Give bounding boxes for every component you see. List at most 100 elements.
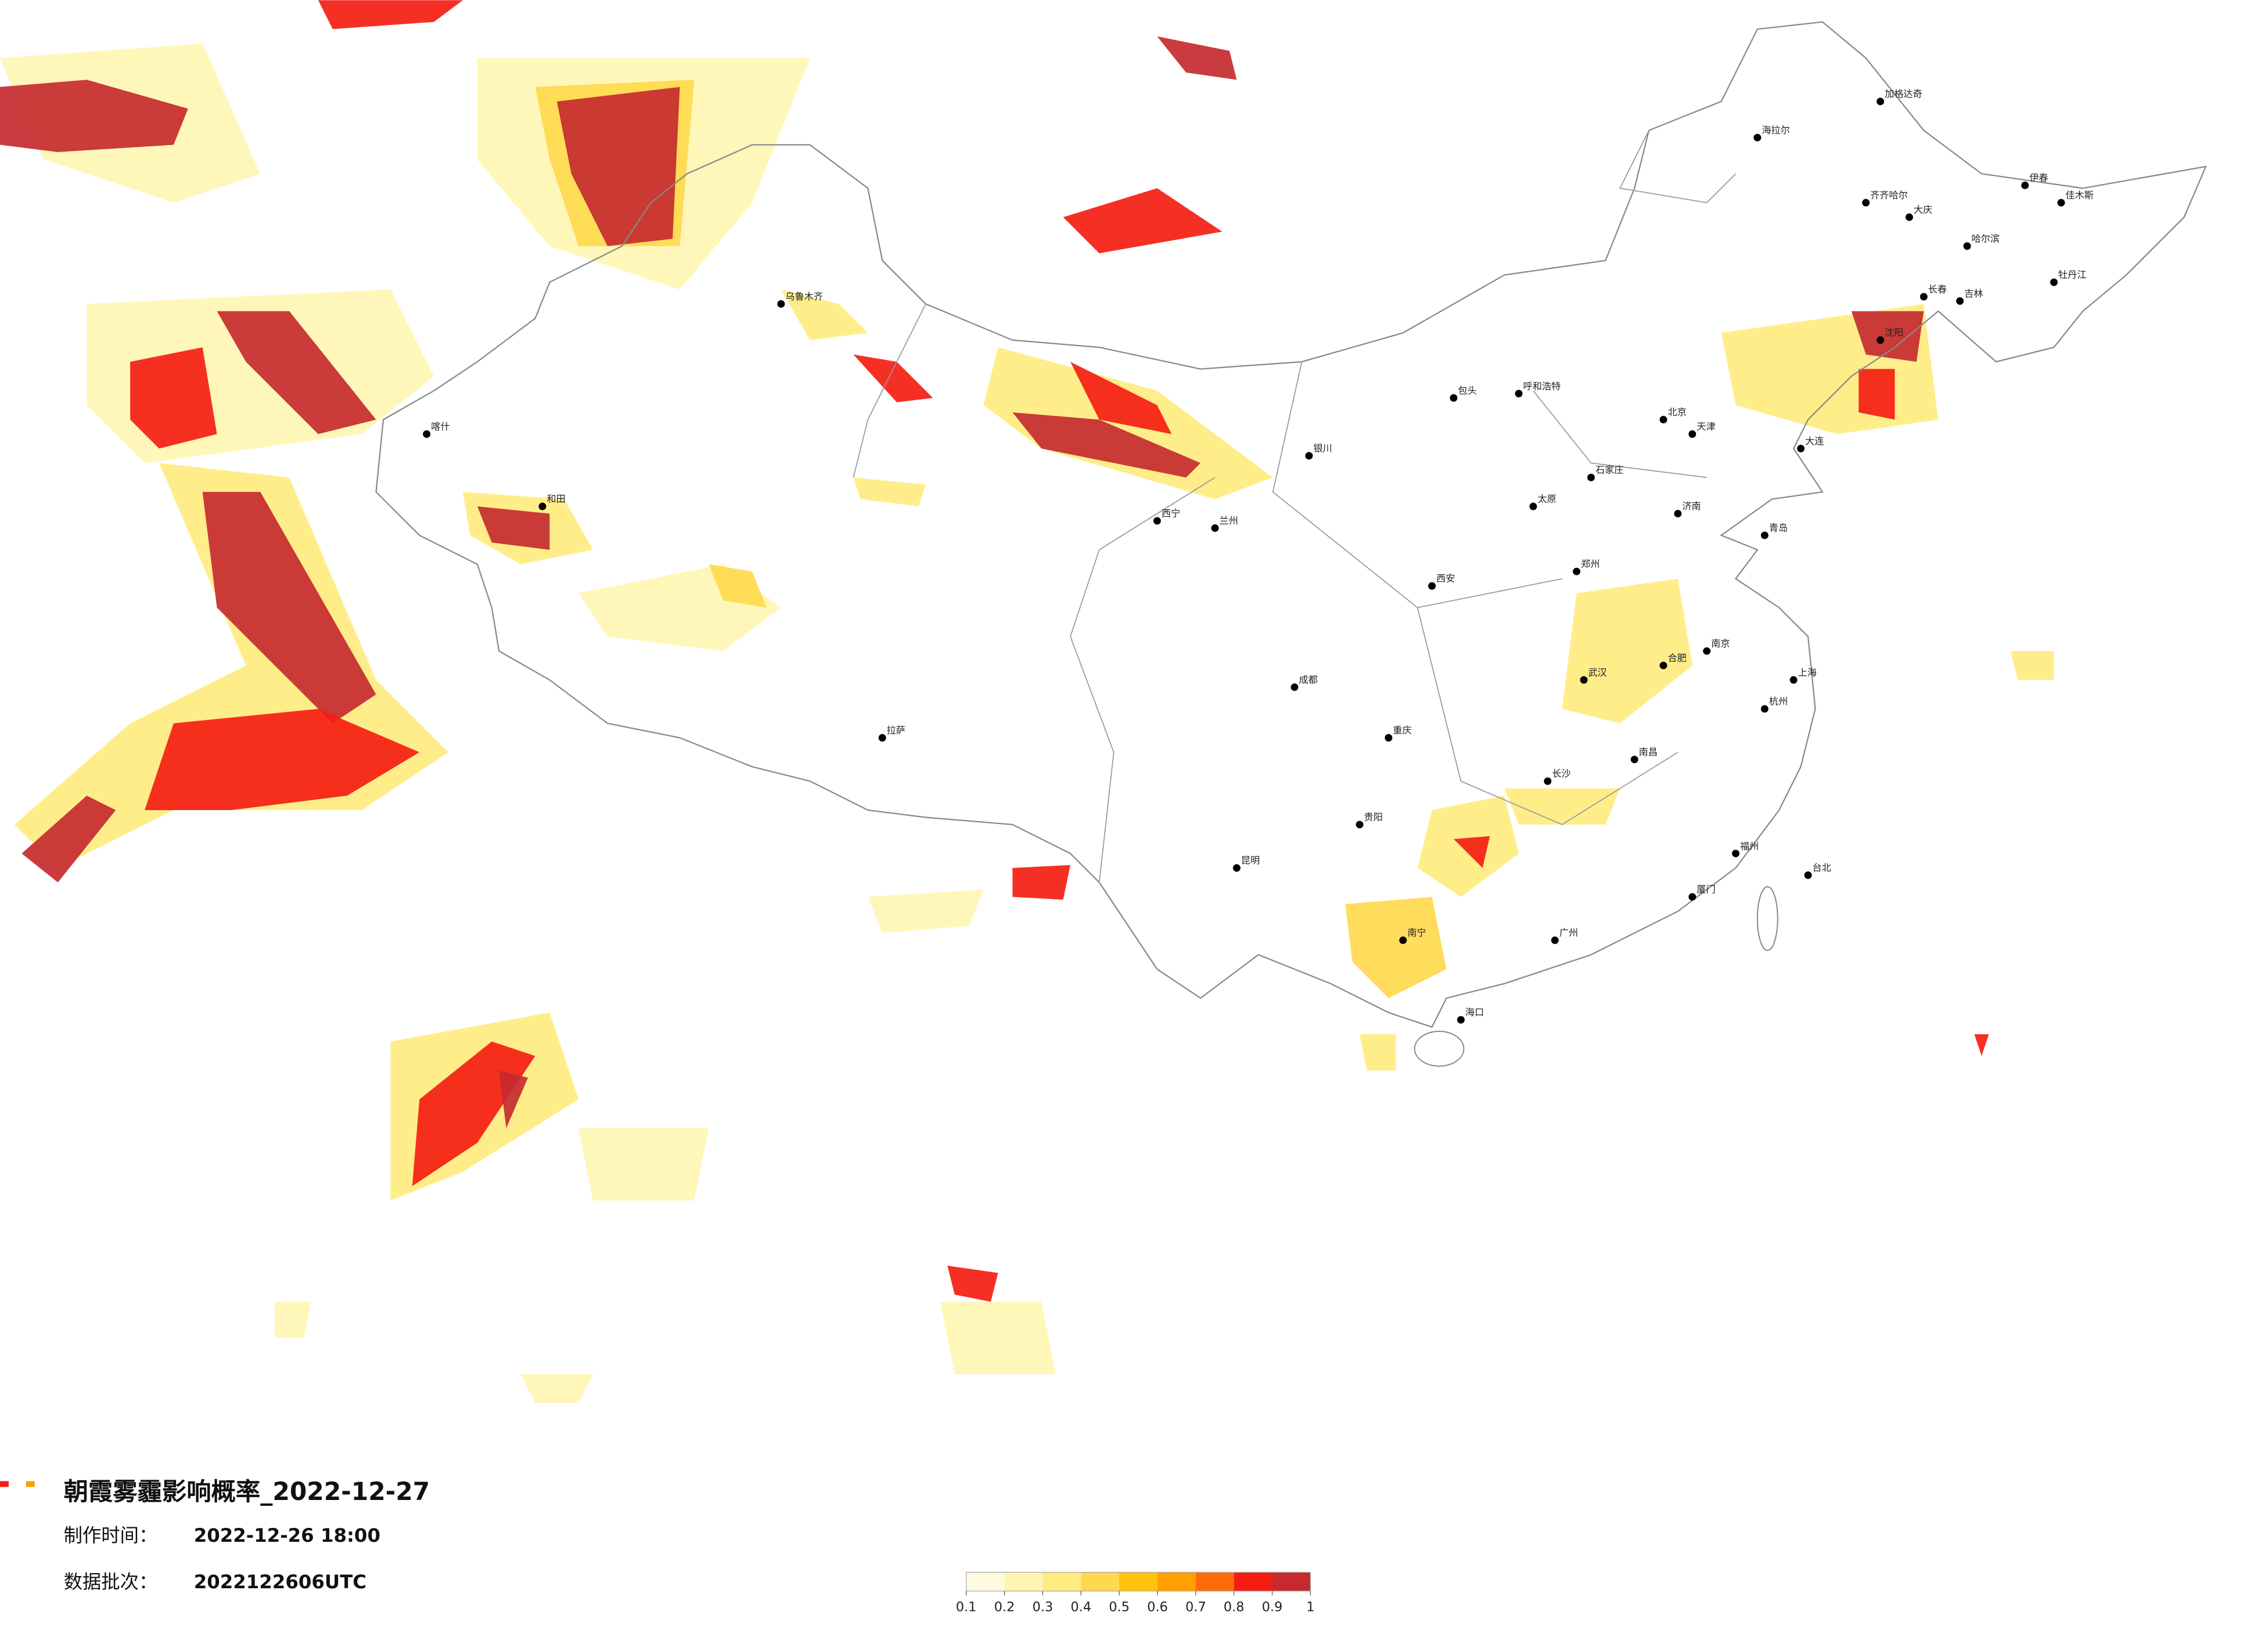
city-label: 兰州 [1219,515,1238,526]
city-dot [1877,336,1885,344]
haze-patch [1859,369,1895,420]
colorbar-label: 0.9 [1262,1600,1283,1615]
city-label: 南宁 [1407,927,1426,938]
city-label: 海拉尔 [1762,124,1790,135]
city-dot [1232,864,1241,872]
haze-patch [477,506,550,550]
city-label: 太原 [1537,494,1556,505]
haze-patch [1851,311,1924,362]
colorbar-swatch [1157,1572,1196,1591]
title: 朝霞雾霾影响概率_2022-12-27 [64,1477,430,1506]
city-dot [1291,683,1299,691]
haze-patch [21,796,116,883]
city-dot [1797,444,1805,452]
city-dot [1703,647,1711,655]
haze-patch [275,1301,311,1339]
city-dot [1544,777,1552,785]
legend-swatch [26,1481,35,1487]
city-dot [2021,181,2029,189]
city-dot [1659,416,1667,424]
city-label: 南京 [1711,638,1730,649]
city-dot [1688,430,1696,438]
haze-patch [1504,788,1620,825]
hainan [1414,1031,1465,1067]
city-dot [2050,278,2058,286]
city-dot [1356,821,1364,829]
colorbar-label: 0.1 [956,1600,977,1615]
colorbar-swatch [1119,1572,1158,1591]
city-label: 合肥 [1667,653,1686,664]
haze-patch [2010,651,2054,680]
haze-patch [217,311,376,434]
china-outline [375,21,2207,1028]
city-dot [423,430,431,438]
haze-patch [1012,412,1201,478]
haze-patch [578,1128,709,1201]
haze-patch [318,0,463,30]
city-dot [1385,734,1393,742]
city-label: 上海 [1798,667,1817,678]
haze-patch [853,354,933,402]
colorbar-swatch [966,1572,1005,1591]
city-dot [1211,524,1219,532]
city-dot [538,502,547,510]
city-dot [1580,676,1588,684]
haze-patch [520,1374,594,1404]
city-label: 喀什 [431,421,450,432]
city-label: 和田 [547,494,565,505]
city-dot [1399,936,1407,944]
haze-patch [853,477,926,507]
colorbar-label: 0.6 [1147,1600,1168,1615]
colorbar-swatch [1272,1572,1311,1591]
city-dot [1956,297,1964,305]
city-label: 西宁 [1162,508,1180,519]
city-label: 长春 [1928,283,1947,294]
data-batch-label: 数据批次： [64,1571,158,1593]
made-time-label: 制作时间： [64,1524,158,1546]
mongolia-border [853,130,1737,883]
city-label: 包头 [1458,385,1476,396]
city-dot [1450,394,1458,402]
haze-patch [130,347,217,449]
haze-patch [0,80,188,152]
haze-field [0,0,2054,1404]
city-dot [878,734,886,742]
made-time: 2022-12-26 18:00 [194,1524,380,1546]
haze-patch [1063,188,1223,254]
city-label: 杭州 [1769,696,1788,707]
city-label: 郑州 [1581,559,1600,570]
city-dot [1920,293,1928,301]
haze-patch [499,1070,529,1128]
city-label: 天津 [1696,421,1715,432]
city-dot [1862,199,1870,207]
city-label: 济南 [1682,501,1701,512]
city-label: 拉萨 [887,725,905,736]
legend-swatch [0,1481,9,1487]
haze-patch [1360,1034,1396,1071]
colorbar-swatch [1043,1572,1081,1591]
city-label: 呼和浩特 [1523,380,1561,391]
colorbar-label: 1 [1306,1600,1314,1615]
city-label: 佳木斯 [2065,190,2094,201]
city-label: 北京 [1667,406,1686,418]
city-dot [1877,98,1885,106]
city-dot [1905,213,1913,221]
city-label: 福州 [1740,840,1759,851]
city-label: 齐齐哈尔 [1870,190,1908,201]
colorbar-label: 0.7 [1185,1600,1206,1615]
haze-patch [1012,865,1070,900]
haze-patch [868,889,984,933]
haze-patch [709,564,767,608]
city-label: 大庆 [1914,204,1932,215]
city-label: 石家庄 [1595,465,1624,476]
city-dot [1551,936,1559,944]
city-dot [1674,510,1682,517]
data-batch: 2022122606UTC [194,1571,366,1593]
city-label: 成都 [1299,674,1317,685]
city-label: 重庆 [1393,725,1411,736]
city-label: 大连 [1805,436,1824,447]
city-dot [1630,756,1638,764]
city-label: 伊春 [2029,172,2048,184]
